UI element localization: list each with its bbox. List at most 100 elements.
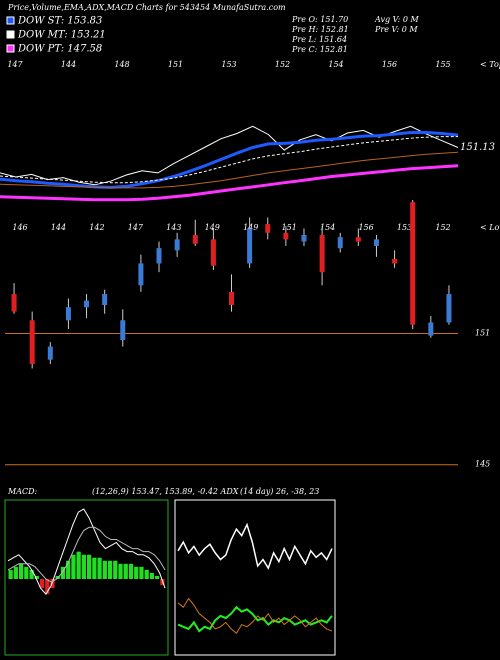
histogram-bar [92, 557, 97, 579]
candle-body [210, 239, 216, 266]
histogram-bar [155, 575, 160, 579]
info-text: Avg V: 0 M [374, 15, 419, 24]
info-text: Pre H: 152.81 [291, 25, 349, 34]
histogram-bar [139, 566, 144, 579]
histogram-bar [134, 566, 139, 579]
marker-label: 143 [166, 223, 181, 232]
candle-body [65, 307, 71, 321]
series-line [177, 522, 333, 570]
candle-body [301, 235, 307, 242]
histogram-bar [102, 560, 107, 579]
histogram-bar [71, 554, 76, 579]
marker-label: 151 [168, 60, 183, 69]
candle-body [120, 320, 126, 340]
candle-body [84, 300, 90, 308]
panel-frame [174, 499, 336, 656]
histogram-bar [128, 563, 134, 579]
series-line [0, 151, 459, 189]
series-line [0, 164, 459, 202]
marker-label: 153 [221, 60, 236, 69]
candle-body [174, 239, 180, 251]
histogram-bar [39, 579, 45, 589]
histogram-bar [18, 563, 24, 579]
page-title: Price,Volume,EMA,ADX,MACD Charts for 543… [7, 3, 286, 12]
y-tick-label: 151 [475, 328, 490, 337]
histogram-bar [149, 572, 155, 579]
legend-swatch [6, 30, 15, 39]
candle-body [355, 237, 361, 242]
info-text: Pre L: 151.64 [291, 35, 347, 44]
histogram-bar [97, 557, 102, 579]
candle-body [156, 248, 162, 264]
info-text: Pre O: 151.70 [291, 15, 348, 24]
legend-entry: DOW ST: 153.83 [17, 16, 102, 27]
series-line [177, 605, 333, 633]
histogram-bar [87, 554, 92, 579]
legend-entry: DOW PT: 147.58 [17, 44, 102, 55]
candle-body [392, 259, 398, 264]
candle-body [265, 224, 271, 233]
marker-label: 147 [7, 60, 23, 69]
candle-body [283, 232, 289, 240]
series-line [177, 597, 333, 635]
histogram-bar [13, 566, 18, 579]
candle-body [373, 239, 379, 246]
indicator-text: (14 day) 26, -38, 23 [240, 487, 319, 496]
legend-swatch [6, 16, 15, 25]
histogram-bar [45, 579, 50, 595]
marker-label: 149 [205, 223, 220, 232]
histogram-bar [29, 569, 34, 579]
y-tick-label: 145 [475, 460, 490, 469]
legend-entry: DOW MT: 153.21 [17, 30, 106, 41]
histogram-bar [123, 563, 128, 579]
histogram-bar [50, 579, 55, 589]
marker-label: 147 [128, 223, 144, 232]
histogram-bar [34, 575, 39, 579]
indicator-text: (12,26,9) 153.47, 153.89, -0.42 ADX [92, 487, 239, 496]
marker-label: 154 [320, 223, 335, 232]
marker-label: 154 [328, 60, 343, 69]
candle-body [192, 235, 198, 244]
info-text: Pre V: 0 M [374, 25, 418, 34]
histogram-bar [24, 566, 29, 579]
marker-label: 144 [51, 223, 66, 232]
candle-body [29, 320, 35, 365]
side-label: < Lows [480, 223, 500, 232]
marker-label: 152 [435, 223, 450, 232]
info-text: Pre C: 152.81 [291, 45, 348, 54]
marker-label: 142 [89, 223, 104, 232]
marker-label: 153 [397, 223, 412, 232]
marker-label: 149 [243, 223, 258, 232]
histogram-bar [8, 569, 13, 579]
series-line [0, 131, 459, 189]
marker-label: 146 [12, 223, 27, 232]
candle-body [337, 237, 343, 249]
indicator-text: MACD: [7, 487, 38, 496]
candle-body [319, 235, 325, 273]
candle-body [410, 202, 416, 325]
last-value-label: 151.13 [460, 142, 495, 153]
candle-body [47, 346, 53, 360]
histogram-bar [76, 551, 81, 579]
candle-body [138, 263, 144, 286]
marker-label: 152 [275, 60, 290, 69]
histogram-bar [107, 560, 113, 579]
marker-label: 148 [114, 60, 129, 69]
panel-frame [4, 499, 169, 656]
marker-label: 156 [382, 60, 397, 69]
histogram-bar [113, 560, 118, 579]
legend-swatch [6, 44, 15, 53]
candle-body [446, 294, 452, 323]
series-line [0, 136, 458, 184]
candle-body [229, 291, 234, 305]
marker-label: 144 [61, 60, 76, 69]
candle-body [247, 228, 253, 264]
marker-label: 151 [282, 223, 297, 232]
marker-label: 156 [358, 223, 373, 232]
histogram-bar [60, 566, 66, 579]
histogram-bar [118, 563, 123, 579]
candle-body [428, 322, 434, 336]
candle-body [102, 294, 108, 305]
series-line [7, 508, 166, 596]
